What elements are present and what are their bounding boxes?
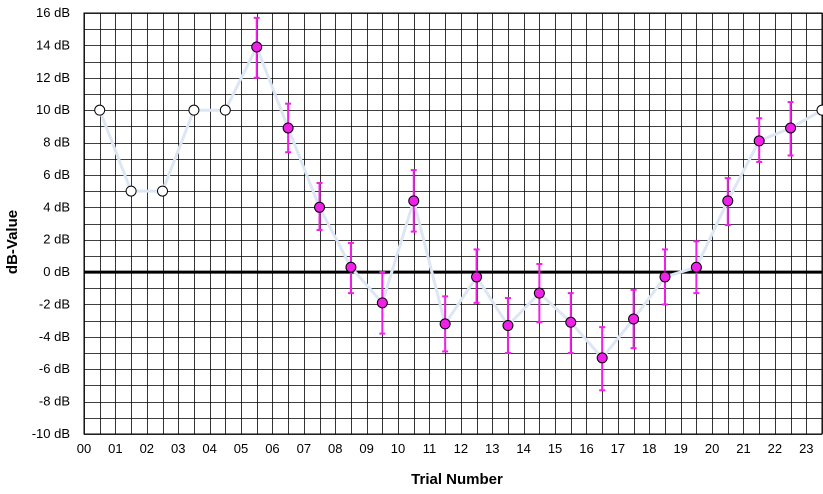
x-tick-label: 20 (705, 441, 719, 456)
data-point-filled (722, 195, 734, 207)
x-tick-label: 19 (673, 441, 687, 456)
x-tick-label: 06 (265, 441, 279, 456)
x-tick-label: 13 (485, 441, 499, 456)
y-tick-label: -4 dB (39, 329, 70, 344)
x-tick-label: 08 (328, 441, 342, 456)
x-tick-labels: 00 01 02 03 04 05 06 07 08 09 10 11 12 13 14 15 16 17 18 19… (77, 441, 814, 456)
data-point-filled (314, 201, 326, 213)
y-tick-label: 12 dB (36, 70, 70, 85)
x-tick-label: 16 (579, 441, 593, 456)
series-line (98, 45, 823, 360)
data-point-open (125, 185, 137, 197)
x-tick-label: 02 (140, 441, 154, 456)
y-tick-label: 10 dB (36, 102, 70, 117)
y-tick-label: 16 dB (36, 5, 70, 20)
y-tick-label: -6 dB (39, 361, 70, 376)
y-tick-label: 4 dB (43, 199, 70, 214)
y-tick-labels: 16 dB 14 dB 12 dB 10 dB 8 dB 6 dB 4 dB 2 dB 0 dB… (32, 5, 70, 441)
data-point-filled (533, 287, 545, 299)
x-tick-label: 07 (297, 441, 311, 456)
x-tick-label: 14 (516, 441, 530, 456)
x-tick-label: 15 (548, 441, 562, 456)
y-tick-label: -2 dB (39, 296, 70, 311)
y-axis-label: dB-Value (4, 210, 21, 274)
data-point-filled (753, 135, 765, 147)
data-point-filled (282, 122, 294, 134)
y-tick-label: 14 dB (36, 37, 70, 52)
data-point-filled (565, 316, 577, 328)
y-tick-label: 0 dB (43, 264, 70, 279)
x-tick-label: 22 (768, 441, 782, 456)
data-point-filled (471, 271, 483, 283)
y-tick-label: -10 dB (32, 426, 70, 441)
x-tick-label: 01 (108, 441, 122, 456)
series-polyline (98, 45, 823, 360)
data-point-filled (659, 271, 671, 283)
data-point-filled (596, 352, 608, 364)
data-points (94, 41, 823, 364)
x-tick-label: 03 (171, 441, 185, 456)
data-point-open (157, 185, 169, 197)
x-tick-label: 21 (736, 441, 750, 456)
data-point-filled (502, 320, 514, 332)
data-point-filled (376, 297, 388, 309)
x-tick-label: 04 (202, 441, 216, 456)
y-tick-label: 8 dB (43, 135, 70, 150)
data-point-filled (251, 41, 263, 53)
y-tick-label: 2 dB (43, 232, 70, 247)
grid (83, 12, 823, 435)
x-tick-label: 12 (454, 441, 468, 456)
x-tick-label: 05 (234, 441, 248, 456)
data-point-filled (439, 318, 451, 330)
x-tick-label: 11 (423, 441, 437, 456)
data-point-filled (690, 261, 702, 273)
x-axis-label: Trial Number (411, 471, 503, 488)
data-point-open (219, 104, 231, 116)
y-tick-label: -8 dB (39, 394, 70, 409)
x-tick-label: 10 (391, 441, 405, 456)
data-point-filled (408, 195, 420, 207)
x-tick-label: 09 (359, 441, 373, 456)
data-point-filled (345, 261, 357, 273)
x-tick-label: 18 (642, 441, 656, 456)
x-tick-label: 17 (611, 441, 625, 456)
y-tick-label: 6 dB (43, 167, 70, 182)
data-point-filled (628, 313, 640, 325)
data-point-filled (785, 122, 797, 134)
plot-border (83, 12, 823, 435)
x-tick-label: 00 (77, 441, 91, 456)
data-point-open (816, 104, 823, 116)
data-point-open (94, 104, 106, 116)
data-point-open (188, 104, 200, 116)
error-bars (253, 16, 794, 392)
x-tick-label: 23 (799, 441, 813, 456)
